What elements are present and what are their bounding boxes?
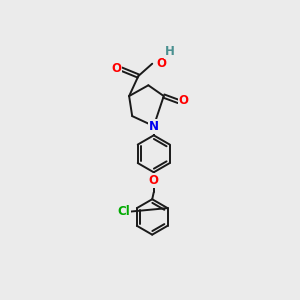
Text: O: O (111, 62, 121, 75)
Text: O: O (156, 57, 166, 70)
Text: H: H (164, 45, 174, 58)
Text: Cl: Cl (117, 205, 130, 218)
Text: O: O (149, 174, 159, 187)
Text: O: O (179, 94, 189, 107)
Text: N: N (149, 120, 159, 133)
